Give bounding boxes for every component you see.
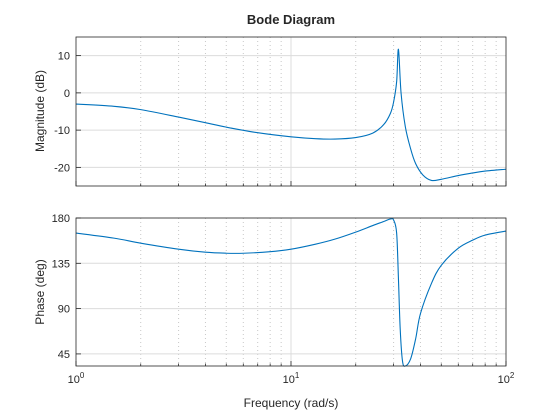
phase-y-tick-labels: 45 90 135 180 xyxy=(52,213,70,361)
magnitude-y-tick-label: -20 xyxy=(54,162,70,174)
x-axis-label: Frequency (rad/s) xyxy=(244,396,339,410)
x-tick-label: 100 xyxy=(68,371,85,386)
phase-y-axis-label: Phase (deg) xyxy=(33,259,47,324)
magnitude-series-line xyxy=(75,48,507,182)
magnitude-y-tick-label: -10 xyxy=(54,125,70,137)
phase-axes-frame xyxy=(75,217,507,367)
magnitude-y-tick-label: 0 xyxy=(64,88,70,100)
magnitude-grid xyxy=(76,37,506,186)
phase-y-tick-label: 135 xyxy=(52,258,70,270)
magnitude-y-tick-labels: -20 -10 0 10 xyxy=(54,51,70,175)
magnitude-plot: -20 -10 0 10 Magnitude (dB) xyxy=(33,36,507,187)
phase-y-tick-label: 180 xyxy=(52,213,70,225)
magnitude-y-tick-label: 10 xyxy=(58,51,70,63)
x-tick-labels: 100 101 102 xyxy=(68,371,515,386)
x-tick-label: 102 xyxy=(498,371,515,386)
phase-series-line xyxy=(75,217,507,367)
phase-plot: 45 90 135 180 Phase (deg) xyxy=(33,213,507,367)
magnitude-axes-frame xyxy=(75,36,507,187)
phase-y-tick-label: 45 xyxy=(58,349,70,361)
figure-title: Bode Diagram xyxy=(247,12,335,27)
x-tick-label: 101 xyxy=(283,371,300,386)
phase-grid xyxy=(76,217,506,366)
magnitude-ticks xyxy=(75,55,507,186)
phase-y-tick-label: 90 xyxy=(58,304,70,316)
magnitude-y-axis-label: Magnitude (dB) xyxy=(33,70,47,152)
